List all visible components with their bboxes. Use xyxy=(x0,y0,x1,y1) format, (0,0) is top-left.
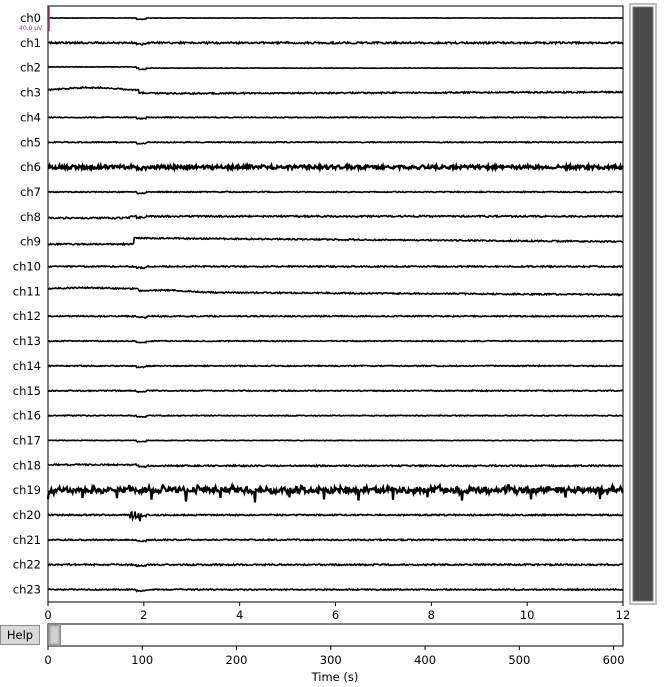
x-tick-label: 10 xyxy=(520,608,535,622)
trace-ch10 xyxy=(47,264,624,270)
channel-label-ch11[interactable]: ch11 xyxy=(13,284,41,298)
channel-label-ch8[interactable]: ch8 xyxy=(20,210,41,224)
channel-label-ch0[interactable]: ch0 xyxy=(20,11,41,25)
x-axis-label: Time (s) xyxy=(311,670,359,684)
trace-ch11 xyxy=(47,285,624,297)
overview-axis: 0 100 200 300 400 500 600 xyxy=(44,646,625,667)
overview-tick-label: 200 xyxy=(226,653,248,667)
channel-label-ch7[interactable]: ch7 xyxy=(20,185,41,199)
channel-label-ch2[interactable]: ch2 xyxy=(20,61,41,75)
channel-traces xyxy=(46,16,624,593)
scale-bar-label: 40.0 µV xyxy=(19,25,43,32)
channel-label-ch12[interactable]: ch12 xyxy=(13,309,41,323)
trace-ch18 xyxy=(47,462,624,469)
trace-ch17 xyxy=(47,439,624,443)
channel-label-ch20[interactable]: ch20 xyxy=(13,508,41,522)
channel-label-ch13[interactable]: ch13 xyxy=(13,334,41,348)
x-tick-label: 0 xyxy=(44,608,51,622)
time-scrollbar-track[interactable] xyxy=(47,623,624,647)
channel-label-ch9[interactable]: ch9 xyxy=(20,235,41,249)
channel-label-ch3[interactable]: ch3 xyxy=(20,86,41,100)
x-tick-label: 12 xyxy=(616,608,631,622)
x-tick-label: 4 xyxy=(236,608,243,622)
channel-label-ch22[interactable]: ch22 xyxy=(13,558,41,572)
channel-label-ch16[interactable]: ch16 xyxy=(13,409,41,423)
channel-scrollbar-thumb[interactable] xyxy=(632,6,654,602)
trace-ch16 xyxy=(47,414,624,419)
trace-ch5 xyxy=(47,140,624,145)
channel-label-ch21[interactable]: ch21 xyxy=(13,533,41,547)
time-scrollbar-thumb-inner xyxy=(50,626,59,644)
x-tick-label: 8 xyxy=(428,608,435,622)
help-button[interactable]: Help xyxy=(0,625,40,645)
trace-ch0 xyxy=(47,16,624,21)
overview-tick-label: 0 xyxy=(44,653,51,667)
trace-ch1 xyxy=(47,40,624,46)
channel-label-ch18[interactable]: ch18 xyxy=(13,458,41,472)
overview-tick-label: 600 xyxy=(603,653,625,667)
channel-label-ch6[interactable]: ch6 xyxy=(20,160,41,174)
x-tick-label: 2 xyxy=(140,608,147,622)
trace-ch12 xyxy=(47,314,624,319)
trace-ch3 xyxy=(47,85,624,96)
channel-label-ch5[interactable]: ch5 xyxy=(20,135,41,149)
channel-label-ch1[interactable]: ch1 xyxy=(20,36,41,50)
trace-ch23 xyxy=(47,587,624,593)
channel-label-ch15[interactable]: ch15 xyxy=(13,384,41,398)
channel-label-ch17[interactable]: ch17 xyxy=(13,434,41,448)
trace-ch6 xyxy=(47,161,624,174)
channel-label-ch4[interactable]: ch4 xyxy=(20,110,41,124)
overview-tick-label: 400 xyxy=(414,653,436,667)
channel-label-ch23[interactable]: ch23 xyxy=(13,583,41,597)
x-tick-label: 6 xyxy=(332,608,339,622)
trace-ch13 xyxy=(47,339,624,344)
channel-label-ch19[interactable]: ch19 xyxy=(13,483,41,497)
trace-ch19 xyxy=(46,481,624,503)
channel-label-ch10[interactable]: ch10 xyxy=(13,260,41,274)
trace-ch2 xyxy=(47,65,624,71)
trace-ch7 xyxy=(47,190,624,195)
overview-tick-label: 300 xyxy=(320,653,342,667)
trace-ch22 xyxy=(47,562,624,568)
channel-label-ch14[interactable]: ch14 xyxy=(13,359,41,373)
x-axis: 0 2 4 6 8 10 12 xyxy=(44,602,630,622)
trace-ch14 xyxy=(47,364,624,369)
trace-ch21 xyxy=(47,537,624,543)
trace-ch9 xyxy=(47,236,624,247)
channel-labels: ch0 ch1 ch2 ch3 ch4 ch5 ch6 ch7 ch8 ch9 ch10 ch11 ch… xyxy=(13,11,41,597)
trace-ch20 xyxy=(47,510,624,523)
trace-ch4 xyxy=(47,115,624,121)
overview-tick-label: 500 xyxy=(508,653,530,667)
trace-ch15 xyxy=(47,388,624,394)
overview-tick-label: 100 xyxy=(131,653,153,667)
trace-ch8 xyxy=(47,213,624,221)
